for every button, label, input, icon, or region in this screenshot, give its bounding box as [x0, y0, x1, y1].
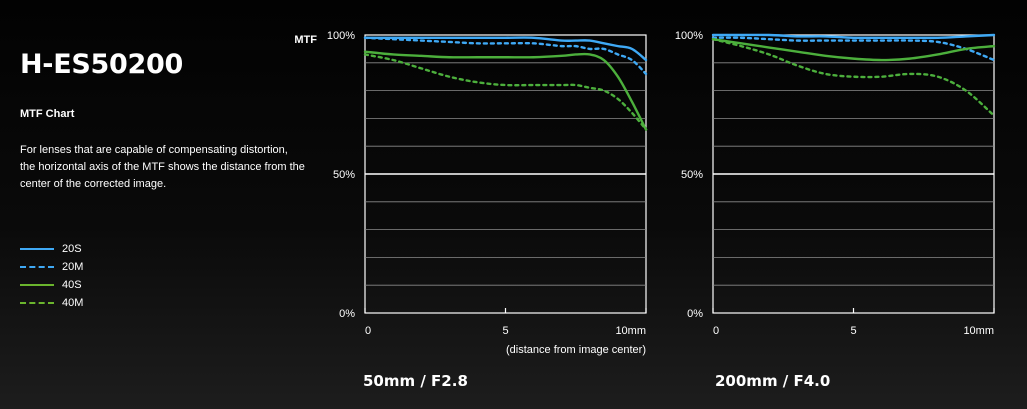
y-tick-label: 50%: [681, 169, 703, 181]
description-line: the horizontal axis of the MTF shows the…: [20, 161, 305, 173]
chart-caption-200mm: 200mm / F4.0: [715, 372, 831, 390]
legend-swatch-20s: [20, 248, 54, 250]
chart-subtitle: MTF Chart: [20, 108, 75, 120]
description-text: For lenses that are capable of compensat…: [20, 142, 340, 193]
series-line-20m: [363, 36, 648, 76]
legend-item-20m: 20M: [20, 258, 83, 276]
series-line-20s: [363, 36, 648, 62]
page-title: H-ES50200: [20, 49, 183, 80]
x-tick-label: 5: [850, 325, 856, 337]
y-axis-label: MTF: [294, 34, 317, 46]
x-tick-label: 10mm: [963, 325, 994, 337]
x-tick-label: 5: [502, 325, 508, 337]
y-tick-label: 100%: [675, 30, 703, 42]
series-line-20m: [711, 36, 996, 62]
legend-swatch-20m: [20, 266, 54, 268]
x-tick-label: 10mm: [615, 325, 646, 337]
legend: 20S 20M 40S 40M: [20, 240, 83, 312]
series-line-40m: [711, 37, 996, 117]
legend-item-40m: 40M: [20, 294, 83, 312]
legend-label-40s: 40S: [62, 279, 82, 291]
legend-label-20m: 20M: [62, 261, 84, 273]
y-tick-label: 0%: [687, 308, 703, 320]
x-axis-label: (distance from image center): [506, 344, 646, 356]
y-tick-label: 50%: [333, 169, 355, 181]
series-line-40s: [363, 50, 648, 131]
legend-item-20s: 20S: [20, 240, 83, 258]
description-line: center of the corrected image.: [20, 178, 167, 190]
chart-caption-50mm: 50mm / F2.8: [363, 372, 468, 390]
x-tick-label: 0: [713, 325, 719, 337]
series-line-20s: [711, 33, 996, 40]
legend-label-20s: 20S: [62, 243, 82, 255]
series-line-40s: [711, 37, 996, 62]
legend-label-40m: 40M: [62, 297, 84, 309]
description-line: For lenses that are capable of compensat…: [20, 144, 288, 156]
legend-item-40s: 40S: [20, 276, 83, 294]
y-tick-label: 0%: [339, 308, 355, 320]
legend-swatch-40s: [20, 284, 54, 286]
x-tick-label: 0: [365, 325, 371, 337]
legend-swatch-40m: [20, 302, 54, 304]
y-tick-label: 100%: [327, 30, 355, 42]
series-line-40m: [363, 53, 648, 131]
